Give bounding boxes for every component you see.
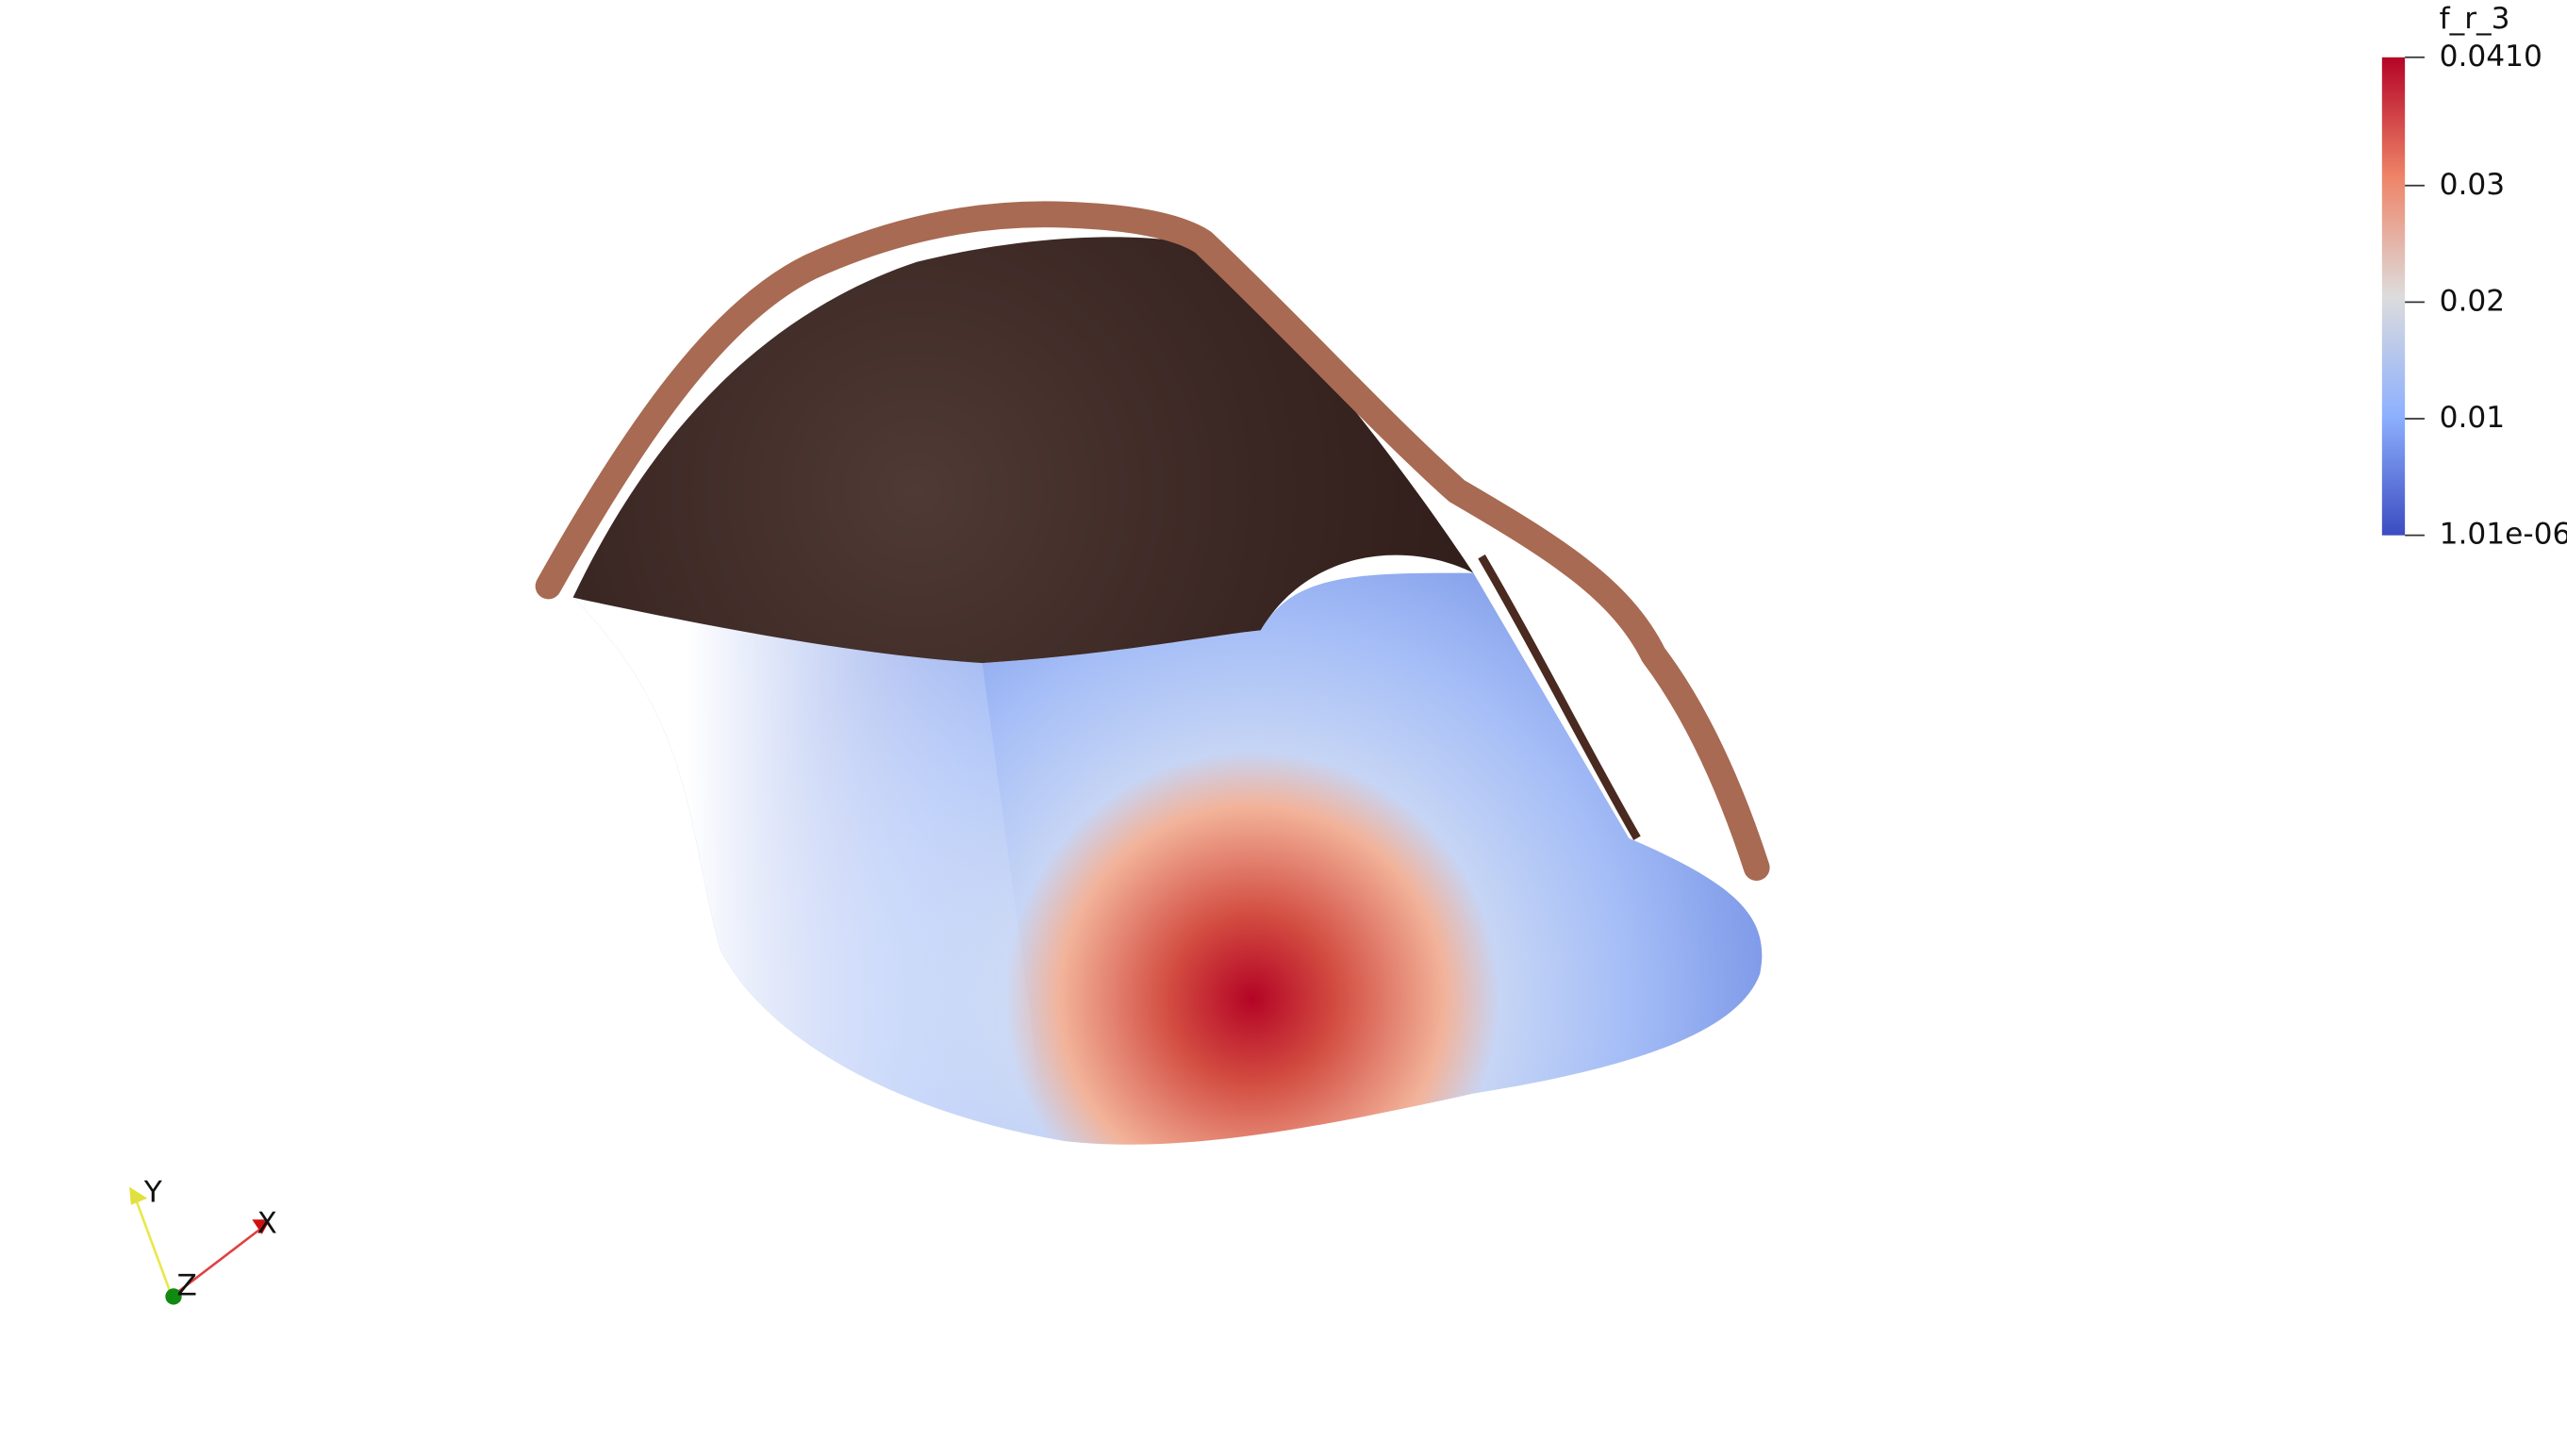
tick-label: 0.02 xyxy=(2440,284,2506,318)
rim xyxy=(535,201,1770,881)
tick-label: 0.01 xyxy=(2440,401,2506,435)
color-bar xyxy=(2381,57,2406,536)
z-axis xyxy=(165,1288,182,1305)
tick-label: 1.01e-06 xyxy=(2440,518,2567,552)
tick-label: 0.03 xyxy=(2440,168,2506,202)
orientation-axes: Y X Z xyxy=(129,1176,277,1305)
x-label: X xyxy=(257,1207,277,1241)
tick-label: 0.0410 xyxy=(2440,40,2542,74)
inner-shell xyxy=(572,237,1474,664)
y-arrow xyxy=(129,1186,148,1205)
x-arrow xyxy=(252,1219,271,1234)
z-label: Z xyxy=(176,1268,196,1302)
y-axis xyxy=(133,1194,174,1298)
x-axis xyxy=(171,1226,263,1298)
color-legend-title: f_r_3 xyxy=(2440,2,2510,36)
left-fade xyxy=(572,597,1049,1147)
color-legend: f_r_3 0.0410 0.03 0.02 0.01 1.01e-06 xyxy=(2381,2,2567,552)
rim-shadow xyxy=(1478,554,1641,840)
y-label: Y xyxy=(143,1176,163,1210)
surface xyxy=(535,201,1770,1147)
